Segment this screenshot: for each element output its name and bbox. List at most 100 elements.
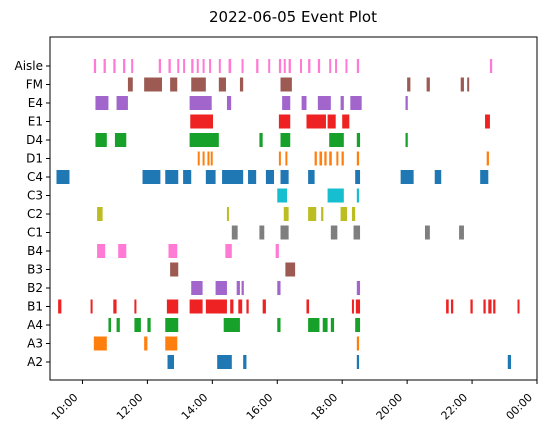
y-tick-label-e4: E4	[28, 96, 43, 110]
event-aisle-2	[113, 59, 116, 73]
event-aisle-10	[196, 59, 199, 73]
event-d1-4	[278, 151, 281, 166]
event-c4-10	[355, 170, 361, 184]
event-b1-20	[517, 299, 520, 314]
event-d4-1	[114, 133, 127, 147]
y-tick-label-c1: C1	[27, 226, 43, 240]
event-e4-4	[282, 96, 291, 110]
event-b3-0	[170, 262, 179, 277]
event-a3-3	[356, 336, 360, 351]
y-tick-label-c4: C4	[27, 170, 43, 184]
event-c4-12	[434, 170, 442, 184]
event-c4-13	[480, 170, 489, 184]
event-a4-3	[147, 318, 151, 332]
event-aisle-1	[103, 59, 106, 73]
event-d1-7	[319, 151, 323, 166]
y-tick-label-b1: B1	[27, 300, 43, 314]
y-tick-label-c3: C3	[27, 189, 43, 203]
event-aisle-16	[256, 59, 259, 73]
event-aisle-8	[183, 59, 186, 73]
event-b1-3	[134, 299, 137, 314]
plot-frame	[49, 36, 538, 381]
event-b1-9	[246, 299, 249, 314]
event-a4-5	[223, 318, 240, 332]
event-fm-8	[426, 77, 430, 92]
y-axis: Aisle FM E4 E1 D4 D1 C4 C3 C2 C1 B4 B3 B2 B1 A4 A3 A2	[14, 59, 50, 369]
event-d1-1	[202, 151, 205, 166]
event-e4-1	[116, 96, 128, 110]
event-e4-6	[317, 96, 331, 110]
event-fm-1	[144, 77, 163, 92]
event-a4-6	[277, 318, 281, 332]
x-tick-label-1: 12:00	[114, 391, 146, 423]
event-c2-1	[226, 207, 229, 221]
event-c4-0	[56, 170, 70, 184]
event-aisle-13	[218, 59, 221, 73]
event-b1-2	[113, 299, 117, 314]
x-tick-label-6: 22:00	[439, 391, 471, 423]
event-b4-0	[97, 244, 106, 258]
event-e1-1	[278, 114, 291, 129]
event-c2-6	[351, 207, 356, 221]
event-aisle-18	[278, 59, 282, 73]
event-d1-2	[207, 151, 210, 166]
event-a4-2	[134, 318, 141, 332]
event-d1-11	[341, 151, 344, 166]
event-d1-6	[314, 151, 317, 166]
event-d1-9	[329, 151, 332, 166]
event-a4-9	[330, 318, 335, 332]
event-b1-0	[58, 299, 62, 314]
event-e4-3	[226, 96, 232, 110]
event-a4-4	[165, 318, 179, 332]
event-d4-7	[405, 133, 408, 147]
event-c3-2	[356, 188, 360, 203]
event-b2-0	[191, 281, 203, 295]
event-e4-5	[301, 96, 307, 110]
event-aisle-24	[329, 59, 332, 73]
event-e1-0	[190, 114, 213, 129]
y-tick-label-c2: C2	[27, 207, 43, 221]
event-b4-4	[275, 244, 279, 258]
event-aisle-14	[228, 59, 232, 73]
event-b4-1	[118, 244, 127, 258]
event-c1-1	[259, 225, 265, 240]
y-tick-label-aisle: Aisle	[14, 59, 43, 73]
event-d4-4	[280, 133, 291, 147]
event-b1-18	[488, 299, 492, 314]
event-a2-4	[507, 355, 512, 369]
event-e4-9	[405, 96, 408, 110]
event-aisle-6	[168, 59, 171, 73]
event-b4-3	[225, 244, 232, 258]
event-d4-6	[356, 133, 361, 147]
event-b1-14	[446, 299, 449, 314]
event-fm-5	[239, 77, 244, 92]
event-aisle-25	[335, 59, 338, 73]
event-aisle-17	[268, 59, 271, 73]
event-e1-4	[342, 114, 350, 129]
event-c4-5	[222, 170, 244, 184]
event-d1-12	[356, 151, 360, 166]
event-d4-3	[259, 133, 263, 147]
event-aisle-9	[191, 59, 194, 73]
event-d1-8	[324, 151, 327, 166]
chart-title: 2022-06-05 Event Plot	[209, 8, 377, 26]
event-e1-3	[327, 114, 336, 129]
event-b1-8	[238, 299, 243, 314]
event-c4-11	[400, 170, 414, 184]
event-e1-5	[485, 114, 490, 129]
event-aisle-23	[317, 59, 321, 73]
event-b1-16	[470, 299, 473, 314]
event-e1-2	[306, 114, 326, 129]
y-tick-label-d1: D1	[26, 152, 43, 166]
event-fm-9	[460, 77, 464, 92]
event-b1-13	[355, 299, 361, 314]
event-c3-1	[327, 188, 344, 203]
event-a3-1	[144, 336, 148, 351]
event-aisle-22	[308, 59, 311, 73]
y-tick-label-a4: A4	[27, 318, 43, 332]
y-tick-label-b3: B3	[27, 263, 43, 277]
event-d1-10	[336, 151, 339, 166]
event-c2-0	[97, 207, 103, 221]
event-aisle-4	[131, 59, 134, 73]
x-axis: 10:00 12:00 14:00 16:00 18:00 20:00 22:00 00:00	[49, 380, 538, 423]
